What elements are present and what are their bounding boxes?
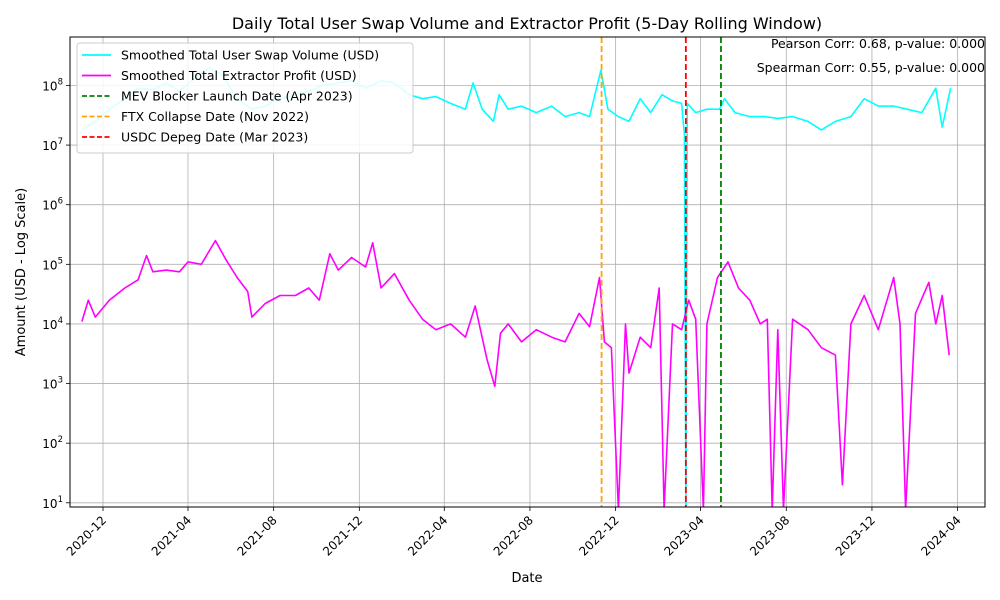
- legend-label: Smoothed Total User Swap Volume (USD): [121, 48, 379, 63]
- annotations: Pearson Corr: 0.68, p-value: 0.000 Spearm…: [757, 36, 985, 75]
- legend-box: [76, 42, 414, 154]
- y-tick-label: 108: [42, 77, 63, 93]
- legend: Smoothed Total User Swap Volume (USD) Smo…: [76, 42, 414, 154]
- y-tick-label: 107: [42, 137, 63, 153]
- y-tick-label: 106: [42, 197, 63, 213]
- y-axis-label: Amount (USD - Log Scale): [14, 188, 29, 356]
- chart-title: Daily Total User Swap Volume and Extract…: [232, 14, 822, 33]
- legend-label: USDC Depeg Date (Mar 2023): [121, 130, 308, 145]
- correlation-annotation: Spearman Corr: 0.55, p-value: 0.000: [757, 60, 985, 75]
- y-tick-label: 104: [42, 316, 63, 332]
- series-line-1: [81, 239, 950, 507]
- y-tick-label: 102: [42, 435, 63, 451]
- legend-label: MEV Blocker Launch Date (Apr 2023): [121, 89, 353, 104]
- vertical-markers: [600, 37, 722, 507]
- y-tick-label: 101: [42, 495, 63, 511]
- correlation-annotation: Pearson Corr: 0.68, p-value: 0.000: [771, 36, 985, 51]
- legend-label: FTX Collapse Date (Nov 2022): [121, 109, 309, 124]
- y-axis-ticks: 101 102 103 104 105 106 107 108: [42, 77, 70, 511]
- y-tick-label: 103: [42, 376, 63, 392]
- plot-frame: [69, 36, 986, 508]
- x-axis-label: Date: [511, 571, 542, 586]
- y-tick-label: 105: [42, 256, 63, 272]
- legend-label: Smoothed Total Extractor Profit (USD): [121, 68, 357, 83]
